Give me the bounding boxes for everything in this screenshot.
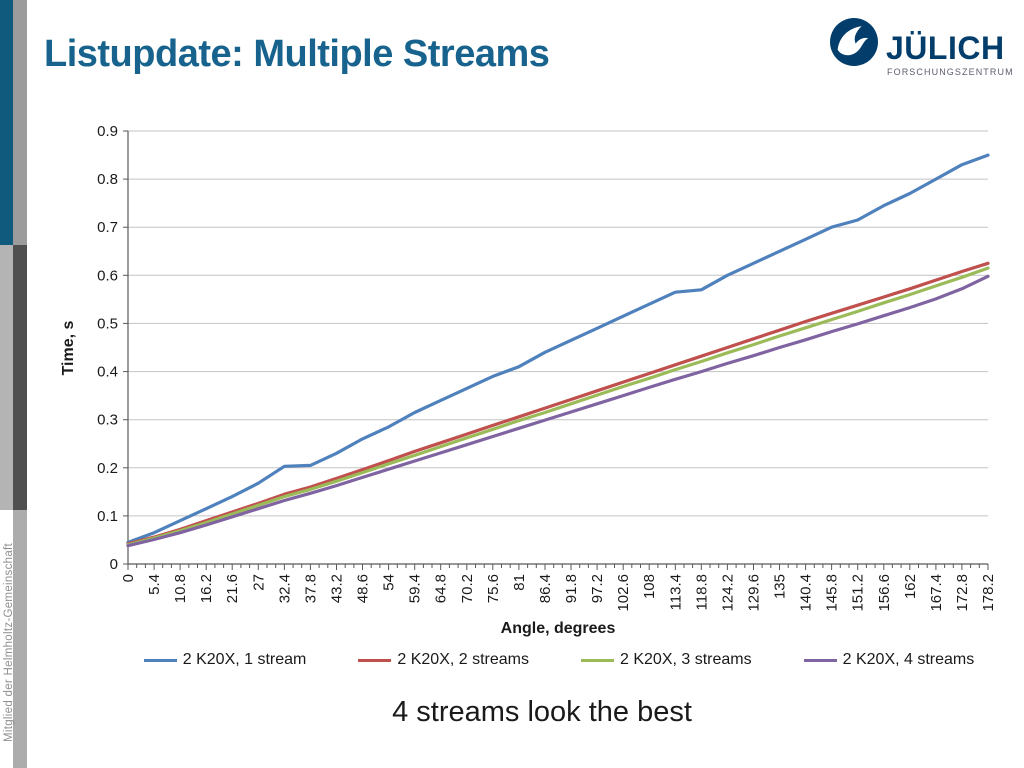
series-line-2-k20x-2-streams [126, 261, 990, 546]
y-tick-label: 0.5 [97, 315, 118, 332]
x-tick-label: 27 [250, 574, 267, 591]
x-tick-label: 135 [772, 574, 789, 599]
x-tick-label: 167.4 [928, 574, 945, 612]
x-tick-label: 162 [902, 574, 919, 599]
chart-plot-area: 0 0.1 0.2 0.3 0.4 0.5 0.6 0.7 0.8 0.9 0 5.4 10.8 16.2… [97, 123, 997, 612]
x-tick-label: 10.8 [172, 574, 189, 603]
x-tick-label: 113.4 [667, 574, 684, 610]
sidebar-stripe-gray-top [13, 0, 27, 245]
x-tick-label: 64.8 [433, 574, 450, 603]
series-line-2-k20x-1-stream [126, 153, 990, 545]
y-axis-title: Time, s [60, 320, 77, 375]
x-tick-label: 118.8 [693, 574, 710, 610]
x-tick-label: 0 [120, 574, 137, 582]
x-tick-label: 178.2 [980, 574, 997, 612]
y-tick-label: 0.4 [97, 364, 118, 381]
sidebar-stripe-blue [0, 0, 13, 245]
juelich-logo: JÜLICH FORSCHUNGSZENTRUM [830, 16, 1013, 77]
y-tick-label: 0.3 [97, 412, 118, 429]
x-tick-label: 43.2 [329, 574, 346, 603]
legend-label: 2 K20X, 2 streams [397, 651, 529, 668]
x-tick-label: 97.2 [589, 574, 606, 603]
x-tick-label: 21.6 [224, 574, 241, 603]
y-tick-label: 0.7 [97, 219, 118, 236]
x-tick-label: 48.6 [355, 574, 372, 603]
x-tick-label: 5.4 [146, 574, 163, 595]
y-tick-label: 0 [110, 556, 118, 573]
legend-item: 2 K20X, 1 stream [143, 651, 307, 669]
x-tick-label: 86.4 [537, 574, 554, 603]
x-tick-label: 16.2 [198, 574, 215, 603]
y-tick-label: 0.6 [97, 267, 118, 284]
juelich-logo-icon [830, 18, 878, 66]
x-tick-label: 91.8 [563, 574, 580, 603]
y-tick-label: 0.8 [97, 171, 118, 188]
chart-legend: 2 K20X, 1 stream 2 K20X, 2 streams 2 K20X,… [128, 651, 990, 669]
x-tick-label: 70.2 [459, 574, 476, 603]
legend-label: 2 K20X, 1 stream [182, 651, 307, 668]
juelich-logo-wordmark: JÜLICH [886, 30, 1005, 66]
sidebar-stripe-gray-bottom [13, 510, 27, 768]
x-tick-label: 37.8 [302, 574, 319, 603]
series-line-2-k20x-3-streams [126, 266, 990, 547]
conclusion-caption: 4 streams look the best [392, 696, 692, 728]
legend-item: 2 K20X, 3 streams [581, 651, 752, 669]
page-title: Listupdate: Multiple Streams [44, 33, 550, 75]
x-tick-label: 75.6 [485, 574, 502, 603]
y-tick-label: 0.1 [97, 508, 118, 525]
x-tick-label: 172.8 [954, 574, 971, 612]
x-tick-label: 151.2 [850, 574, 867, 612]
x-tick-label: 108 [641, 574, 658, 599]
y-tick-label: 0.2 [97, 460, 118, 477]
x-tick-label: 156.6 [876, 574, 893, 612]
sidebar-stripe-darkgray [13, 245, 27, 510]
x-tick-label: 32.4 [276, 574, 293, 603]
legend-line-swatch [581, 658, 614, 662]
legend-line-swatch [358, 658, 392, 662]
sidebar-stripe-lightgray [0, 245, 13, 510]
x-tick-label: 145.8 [824, 574, 841, 612]
x-tick-label: 81 [511, 574, 528, 591]
legend-label: 2 K20X, 3 streams [620, 651, 752, 668]
legend-item: 2 K20X, 4 streams [803, 651, 975, 669]
x-tick-label: 140.4 [798, 574, 815, 612]
x-tick-label: 129.6 [746, 574, 763, 612]
series-line-2-k20x-4-streams [126, 274, 990, 548]
y-tick-label: 0.9 [97, 123, 118, 140]
x-axis-title: Angle, degrees [501, 620, 616, 637]
legend-line-swatch [143, 658, 177, 662]
legend-line-swatch [803, 658, 837, 662]
juelich-logo-subtitle: FORSCHUNGSZENTRUM [887, 67, 1014, 77]
x-tick-label: 124.2 [719, 574, 736, 612]
legend-item: 2 K20X, 2 streams [358, 651, 529, 669]
legend-label: 2 K20X, 4 streams [842, 651, 975, 668]
x-tick-label: 59.4 [407, 574, 424, 603]
x-tick-label: 102.6 [615, 574, 632, 612]
x-tick-label: 54 [381, 574, 398, 591]
